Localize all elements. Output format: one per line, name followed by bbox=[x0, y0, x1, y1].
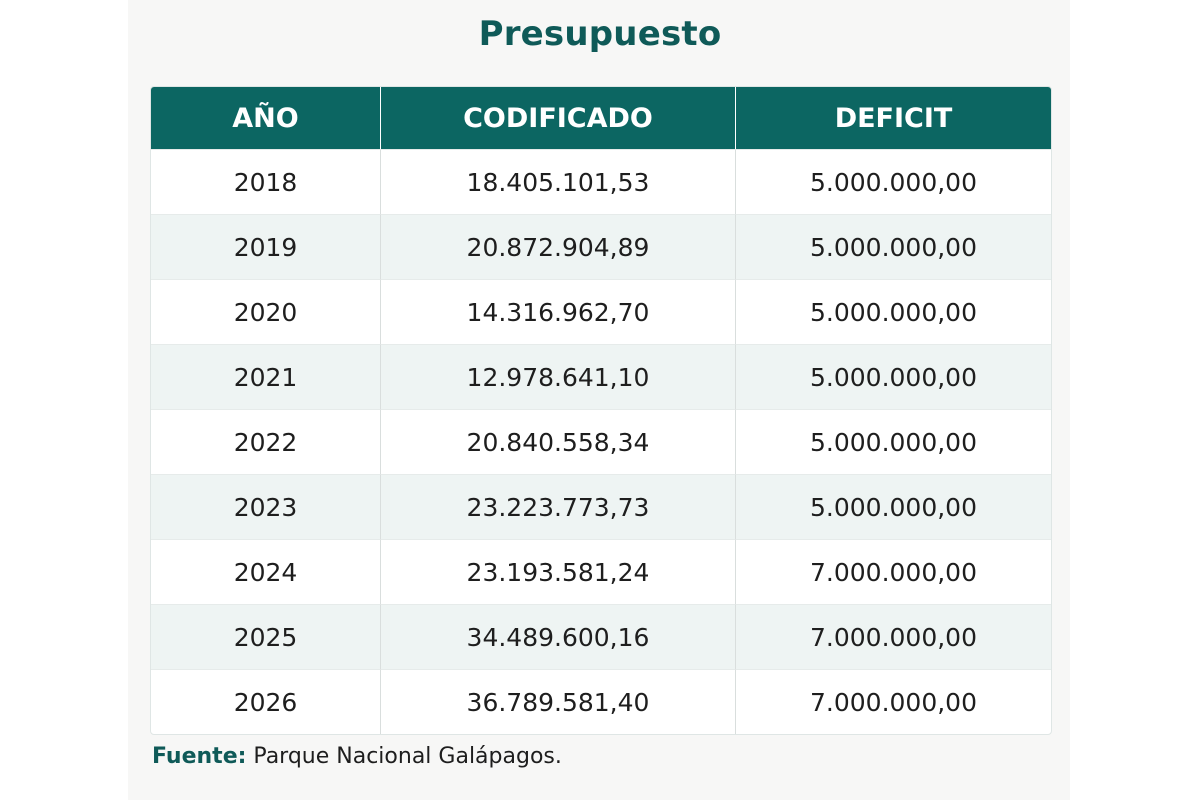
table-row: 2025 34.489.600,16 7.000.000,00 bbox=[151, 604, 1051, 669]
cell-codificado: 23.193.581,24 bbox=[380, 539, 735, 604]
header-deficit: DEFICIT bbox=[735, 87, 1051, 149]
cell-year: 2021 bbox=[151, 344, 380, 409]
cell-codificado: 23.223.773,73 bbox=[380, 474, 735, 539]
cell-year: 2019 bbox=[151, 214, 380, 279]
source-text: Parque Nacional Galápagos. bbox=[253, 744, 562, 769]
table-row: 2020 14.316.962,70 5.000.000,00 bbox=[151, 279, 1051, 344]
cell-year: 2026 bbox=[151, 669, 380, 734]
cell-codificado: 14.316.962,70 bbox=[380, 279, 735, 344]
table-row: 2023 23.223.773,73 5.000.000,00 bbox=[151, 474, 1051, 539]
cell-deficit: 5.000.000,00 bbox=[735, 149, 1051, 214]
cell-codificado: 36.789.581,40 bbox=[380, 669, 735, 734]
table-row: 2018 18.405.101,53 5.000.000,00 bbox=[151, 149, 1051, 214]
cell-year: 2023 bbox=[151, 474, 380, 539]
budget-table: AÑO CODIFICADO DEFICIT 2018 18.405.101,5… bbox=[150, 86, 1052, 735]
cell-year: 2022 bbox=[151, 409, 380, 474]
table-row: 2026 36.789.581,40 7.000.000,00 bbox=[151, 669, 1051, 734]
page-title: Presupuesto bbox=[478, 14, 722, 54]
cell-deficit: 5.000.000,00 bbox=[735, 214, 1051, 279]
cell-deficit: 5.000.000,00 bbox=[735, 279, 1051, 344]
header-year: AÑO bbox=[151, 87, 380, 149]
table-row: 2021 12.978.641,10 5.000.000,00 bbox=[151, 344, 1051, 409]
cell-deficit: 7.000.000,00 bbox=[735, 669, 1051, 734]
source-note: Fuente: Parque Nacional Galápagos. bbox=[152, 744, 562, 769]
cell-year: 2018 bbox=[151, 149, 380, 214]
table-header-row: AÑO CODIFICADO DEFICIT bbox=[151, 87, 1051, 149]
cell-deficit: 5.000.000,00 bbox=[735, 409, 1051, 474]
cell-year: 2020 bbox=[151, 279, 380, 344]
cell-codificado: 18.405.101,53 bbox=[380, 149, 735, 214]
cell-codificado: 20.840.558,34 bbox=[380, 409, 735, 474]
cell-deficit: 5.000.000,00 bbox=[735, 474, 1051, 539]
cell-year: 2025 bbox=[151, 604, 380, 669]
cell-codificado: 12.978.641,10 bbox=[380, 344, 735, 409]
cell-codificado: 34.489.600,16 bbox=[380, 604, 735, 669]
cell-year: 2024 bbox=[151, 539, 380, 604]
cell-deficit: 7.000.000,00 bbox=[735, 604, 1051, 669]
table-row: 2022 20.840.558,34 5.000.000,00 bbox=[151, 409, 1051, 474]
cell-codificado: 20.872.904,89 bbox=[380, 214, 735, 279]
source-label: Fuente: bbox=[152, 744, 247, 769]
cell-deficit: 5.000.000,00 bbox=[735, 344, 1051, 409]
table-row: 2024 23.193.581,24 7.000.000,00 bbox=[151, 539, 1051, 604]
header-codificado: CODIFICADO bbox=[380, 87, 735, 149]
table-row: 2019 20.872.904,89 5.000.000,00 bbox=[151, 214, 1051, 279]
cell-deficit: 7.000.000,00 bbox=[735, 539, 1051, 604]
